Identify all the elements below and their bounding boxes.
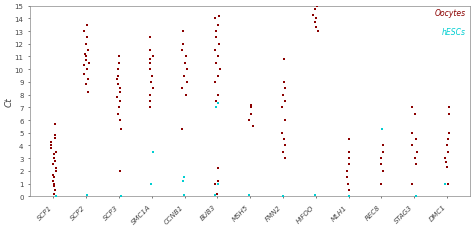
- Text: Oocytes: Oocytes: [434, 8, 465, 17]
- Y-axis label: Ct: Ct: [4, 97, 13, 106]
- Text: hESCs: hESCs: [441, 27, 465, 36]
